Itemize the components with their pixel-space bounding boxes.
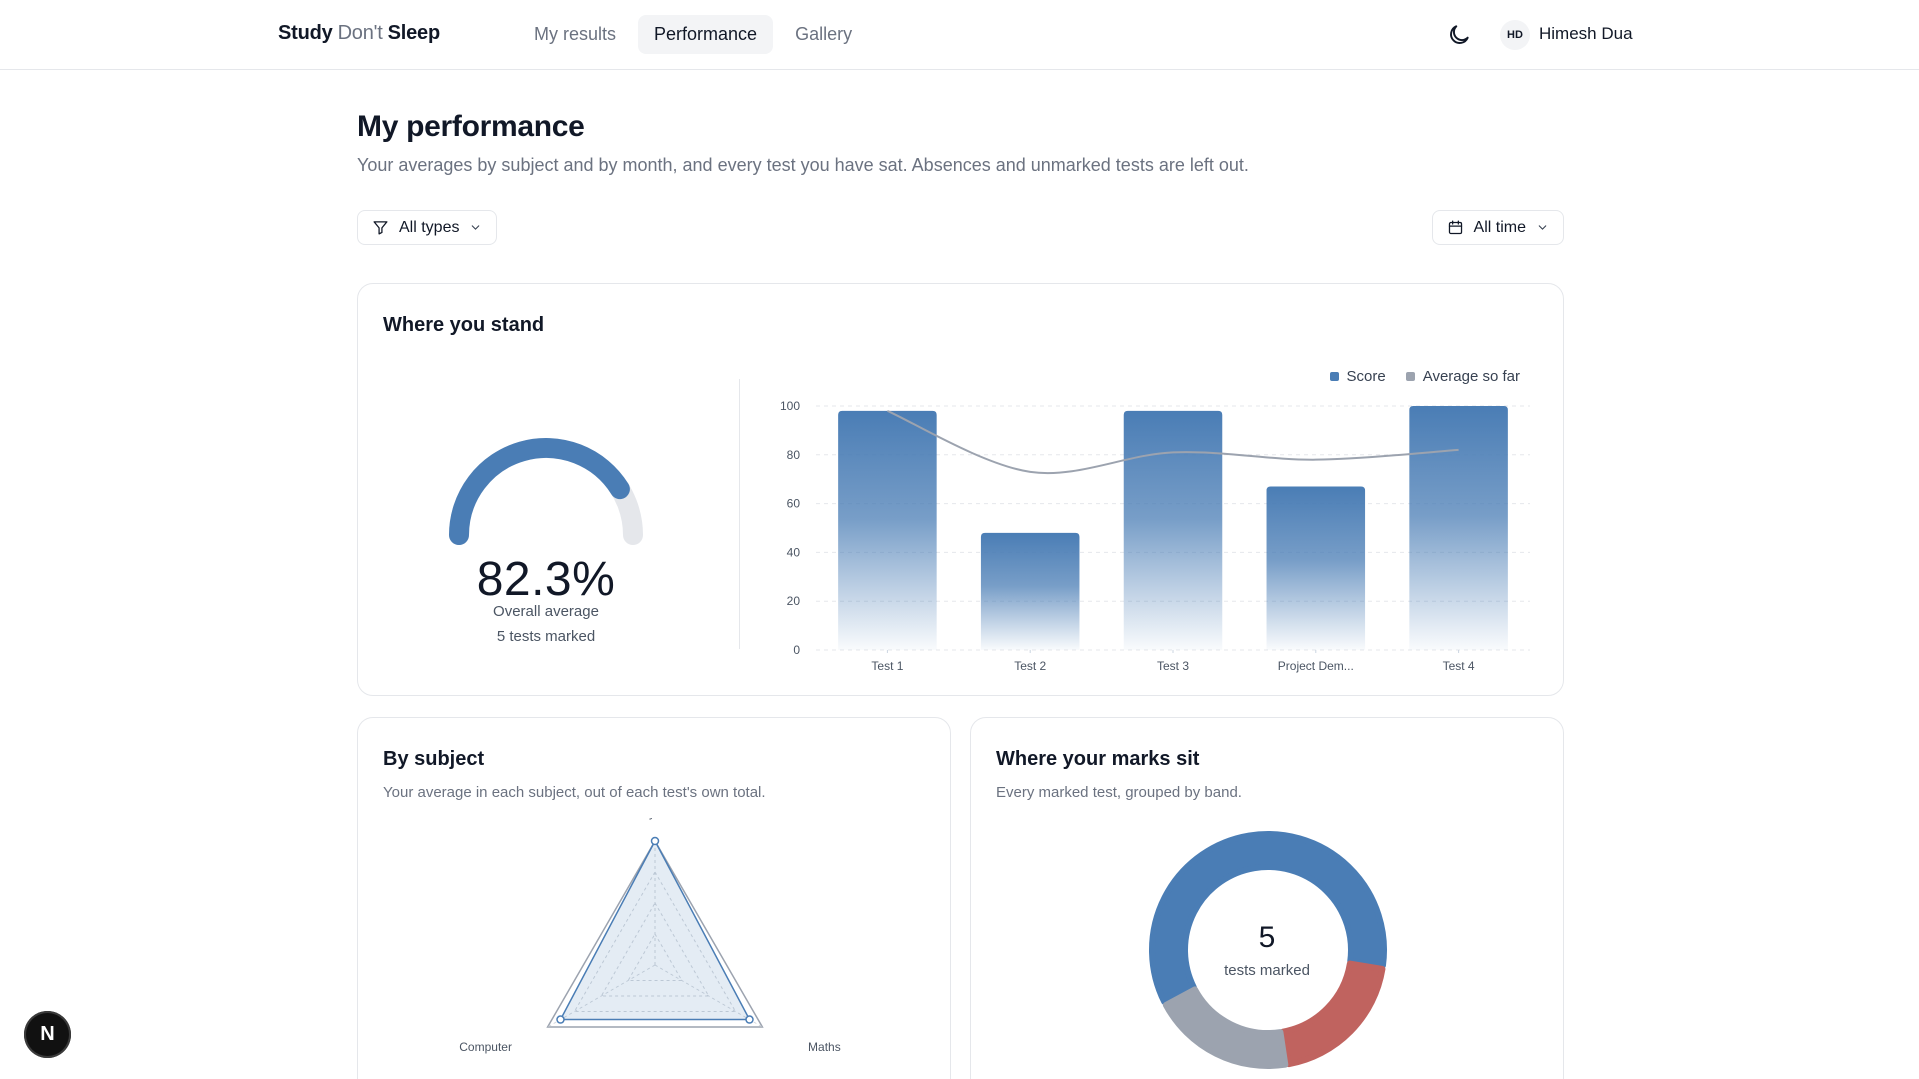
- scores-bar-chart: 0 20 40 60 80 100 Test 1 Test 2 Test 3 Project De…: [780, 399, 1530, 673]
- score-bar[interactable]: [838, 410, 937, 650]
- donut-slice[interactable]: [1279, 960, 1386, 1068]
- brand-logo[interactable]: Study Don't Sleep: [278, 22, 440, 45]
- filter-icon: [373, 221, 388, 235]
- card-divider: [739, 379, 740, 649]
- moon-icon[interactable]: [1446, 22, 1472, 48]
- radar-value-area: [559, 839, 751, 1021]
- subject-card-subtitle: Your average in each subject, out of eac…: [383, 784, 766, 801]
- legend-score-label: Score: [1346, 368, 1386, 385]
- x-tick-label: Test 2: [1014, 659, 1046, 673]
- nav-my-results[interactable]: My results: [534, 24, 617, 44]
- score-bar[interactable]: [1266, 486, 1366, 650]
- brand-word-sleep: Sleep: [387, 22, 441, 44]
- y-tick-label: 40: [787, 545, 801, 559]
- type-filter-dropdown[interactable]: All types: [357, 210, 498, 245]
- average-so-far-line[interactable]: [887, 409, 1459, 475]
- page-subtitle: Your averages by subject and by month, a…: [357, 155, 1249, 175]
- standing-card-title: Where you stand: [383, 314, 545, 336]
- overall-average-value: 82.3%: [476, 553, 616, 606]
- page-title: My performance: [357, 110, 585, 143]
- donut-slice[interactable]: [1162, 986, 1289, 1069]
- bands-donut-chart: [1149, 831, 1387, 1069]
- radar-grid-ring: [573, 871, 737, 1012]
- subject-card-title: By subject: [383, 748, 485, 770]
- chevron-down-icon: [472, 225, 480, 230]
- x-tick-label: Test 3: [1157, 659, 1189, 673]
- x-tick-label: Test 1: [871, 659, 903, 673]
- radar-spoke: [654, 964, 763, 1028]
- y-tick-label: 60: [787, 497, 801, 511]
- bands-card-subtitle: Every marked test, grouped by band.: [996, 784, 1242, 801]
- gauge-fill: [449, 438, 630, 545]
- radar-spoke: [547, 964, 656, 1028]
- user-name[interactable]: Himesh Dua: [1539, 24, 1633, 43]
- donut-center-label: tests marked: [1224, 962, 1310, 979]
- legend-average-label: Average so far: [1422, 368, 1520, 385]
- score-bar[interactable]: [1409, 406, 1508, 650]
- standing-card: Where you stand 82.3% Overall average 5 …: [357, 283, 1564, 696]
- radar-outer-ring: [546, 839, 764, 1028]
- radar-axis-label: Physics: [634, 818, 675, 820]
- y-tick-label: 100: [780, 399, 800, 413]
- bands-card: Where your marks sit Every marked test, …: [970, 717, 1564, 1079]
- radar-grid-ring: [627, 933, 683, 981]
- subject-radar-chart: Physics Maths Computer: [459, 818, 841, 1054]
- calendar-icon: [1448, 220, 1462, 235]
- x-tick-label: Project Dem...: [1278, 659, 1354, 673]
- donut-center-value: 5: [1258, 921, 1276, 954]
- legend-swatch-average: [1405, 372, 1415, 381]
- radar-point[interactable]: [745, 1015, 754, 1024]
- type-filter-label: All types: [399, 218, 460, 236]
- radar-axis-label: Computer: [459, 1040, 512, 1054]
- overall-average-label: Overall average: [493, 603, 599, 620]
- brand-word-dont: Don't: [337, 22, 383, 44]
- nav-performance[interactable]: Performance: [638, 15, 774, 54]
- radar-point[interactable]: [556, 1015, 565, 1024]
- top-navigation-bar: Study Don't Sleep My results Performance G…: [0, 0, 1919, 70]
- donut-slice[interactable]: [1149, 831, 1387, 1005]
- score-bar[interactable]: [1123, 410, 1223, 650]
- legend-average[interactable]: Average so far: [1405, 368, 1520, 385]
- main-nav: My results Performance Gallery: [518, 15, 868, 54]
- chevron-down-icon: [1538, 225, 1547, 230]
- bands-card-title: Where your marks sit: [996, 748, 1200, 770]
- y-tick-label: 0: [793, 643, 800, 657]
- overall-gauge: [449, 438, 643, 545]
- y-tick-label: 80: [787, 448, 801, 462]
- legend-swatch-score: [1329, 372, 1339, 381]
- nav-gallery[interactable]: Gallery: [795, 24, 853, 44]
- brand-word-study: Study: [278, 22, 333, 44]
- subject-card: By subject Your average in each subject,…: [357, 717, 951, 1079]
- legend-score[interactable]: Score: [1329, 368, 1386, 385]
- tests-marked-count: 5 tests marked: [496, 628, 596, 645]
- x-tick-label: Test 4: [1443, 659, 1475, 673]
- radar-axis-label: Maths: [808, 1040, 841, 1054]
- time-filter-dropdown[interactable]: All time: [1431, 210, 1564, 245]
- radar-point[interactable]: [650, 836, 660, 846]
- next-dev-badge[interactable]: N: [24, 1011, 71, 1058]
- y-tick-label: 20: [787, 594, 801, 608]
- score-bar[interactable]: [980, 532, 1080, 650]
- chart-legend: Score Average so far: [1329, 368, 1520, 385]
- time-filter-label: All time: [1473, 218, 1526, 236]
- user-avatar[interactable]: HD: [1500, 20, 1530, 50]
